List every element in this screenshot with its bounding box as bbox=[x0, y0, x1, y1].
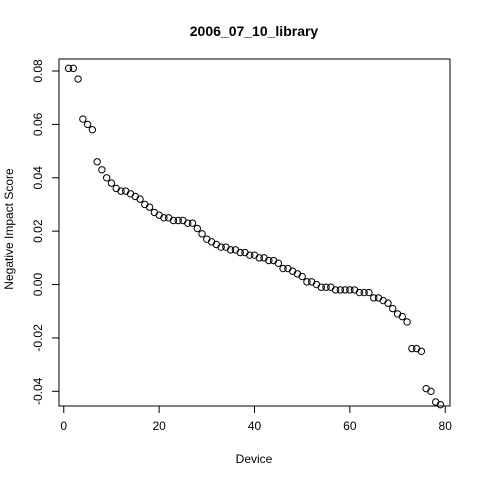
data-point bbox=[93, 158, 101, 166]
chart-title: 2006_07_10_library bbox=[190, 23, 319, 39]
data-point bbox=[246, 251, 254, 259]
x-tick-label: 20 bbox=[152, 419, 166, 433]
x-tick-label: 60 bbox=[343, 419, 357, 433]
data-point bbox=[226, 246, 235, 254]
data-point bbox=[193, 224, 201, 233]
data-points bbox=[64, 64, 445, 409]
data-point bbox=[79, 115, 87, 123]
y-tick-label: -0.04 bbox=[31, 377, 45, 405]
data-point bbox=[331, 286, 340, 294]
y-tick-label: 0.04 bbox=[31, 166, 45, 190]
y-tick-label: -0.02 bbox=[31, 324, 45, 352]
data-point bbox=[322, 283, 330, 291]
data-point bbox=[417, 347, 426, 355]
data-point bbox=[436, 400, 445, 409]
y-tick-label: 0.08 bbox=[31, 59, 45, 83]
y-tick-label: 0.06 bbox=[31, 112, 45, 136]
data-point bbox=[107, 179, 116, 187]
data-point bbox=[398, 312, 407, 321]
data-point bbox=[279, 264, 287, 273]
data-point bbox=[298, 272, 306, 281]
data-point bbox=[265, 256, 273, 265]
data-point bbox=[389, 304, 397, 313]
data-point bbox=[303, 278, 311, 286]
data-point bbox=[136, 195, 144, 203]
data-point bbox=[384, 299, 392, 307]
data-point bbox=[346, 286, 354, 294]
data-point bbox=[188, 219, 197, 227]
data-point bbox=[69, 64, 78, 73]
data-point bbox=[236, 248, 244, 257]
y-tick-label: 0.02 bbox=[31, 219, 45, 243]
data-point bbox=[64, 64, 73, 73]
data-point bbox=[160, 214, 168, 222]
data-point bbox=[341, 286, 349, 294]
data-point bbox=[83, 120, 92, 129]
data-point bbox=[427, 387, 435, 396]
data-point bbox=[217, 243, 225, 251]
data-point bbox=[370, 294, 378, 302]
data-point bbox=[336, 286, 345, 294]
data-point bbox=[174, 216, 182, 225]
x-tick-label: 40 bbox=[248, 419, 262, 433]
data-point bbox=[169, 216, 178, 225]
x-axis-label: Device bbox=[236, 452, 273, 466]
y-tick-label: 0.00 bbox=[31, 273, 45, 297]
data-point bbox=[355, 288, 364, 297]
data-point bbox=[88, 126, 97, 134]
data-point bbox=[102, 174, 111, 182]
data-point bbox=[255, 254, 263, 262]
data-point bbox=[408, 344, 416, 353]
data-point bbox=[317, 283, 325, 291]
y-axis-label: Negative Impact Score bbox=[2, 168, 16, 290]
data-point bbox=[360, 288, 368, 297]
x-axis: 0 20 40 60 80 bbox=[60, 405, 453, 433]
data-point bbox=[403, 318, 411, 326]
x-tick-label: 80 bbox=[439, 419, 453, 433]
data-point bbox=[274, 259, 283, 267]
data-point bbox=[365, 288, 373, 297]
data-point bbox=[117, 187, 125, 195]
data-point bbox=[98, 166, 106, 174]
data-point bbox=[184, 219, 192, 227]
data-point bbox=[198, 230, 206, 238]
y-axis: -0.04 -0.02 0.00 0.02 0.04 0.06 0.08 bbox=[31, 59, 60, 405]
data-point bbox=[145, 203, 154, 211]
data-point bbox=[74, 75, 82, 83]
x-tick-label: 0 bbox=[60, 419, 67, 433]
